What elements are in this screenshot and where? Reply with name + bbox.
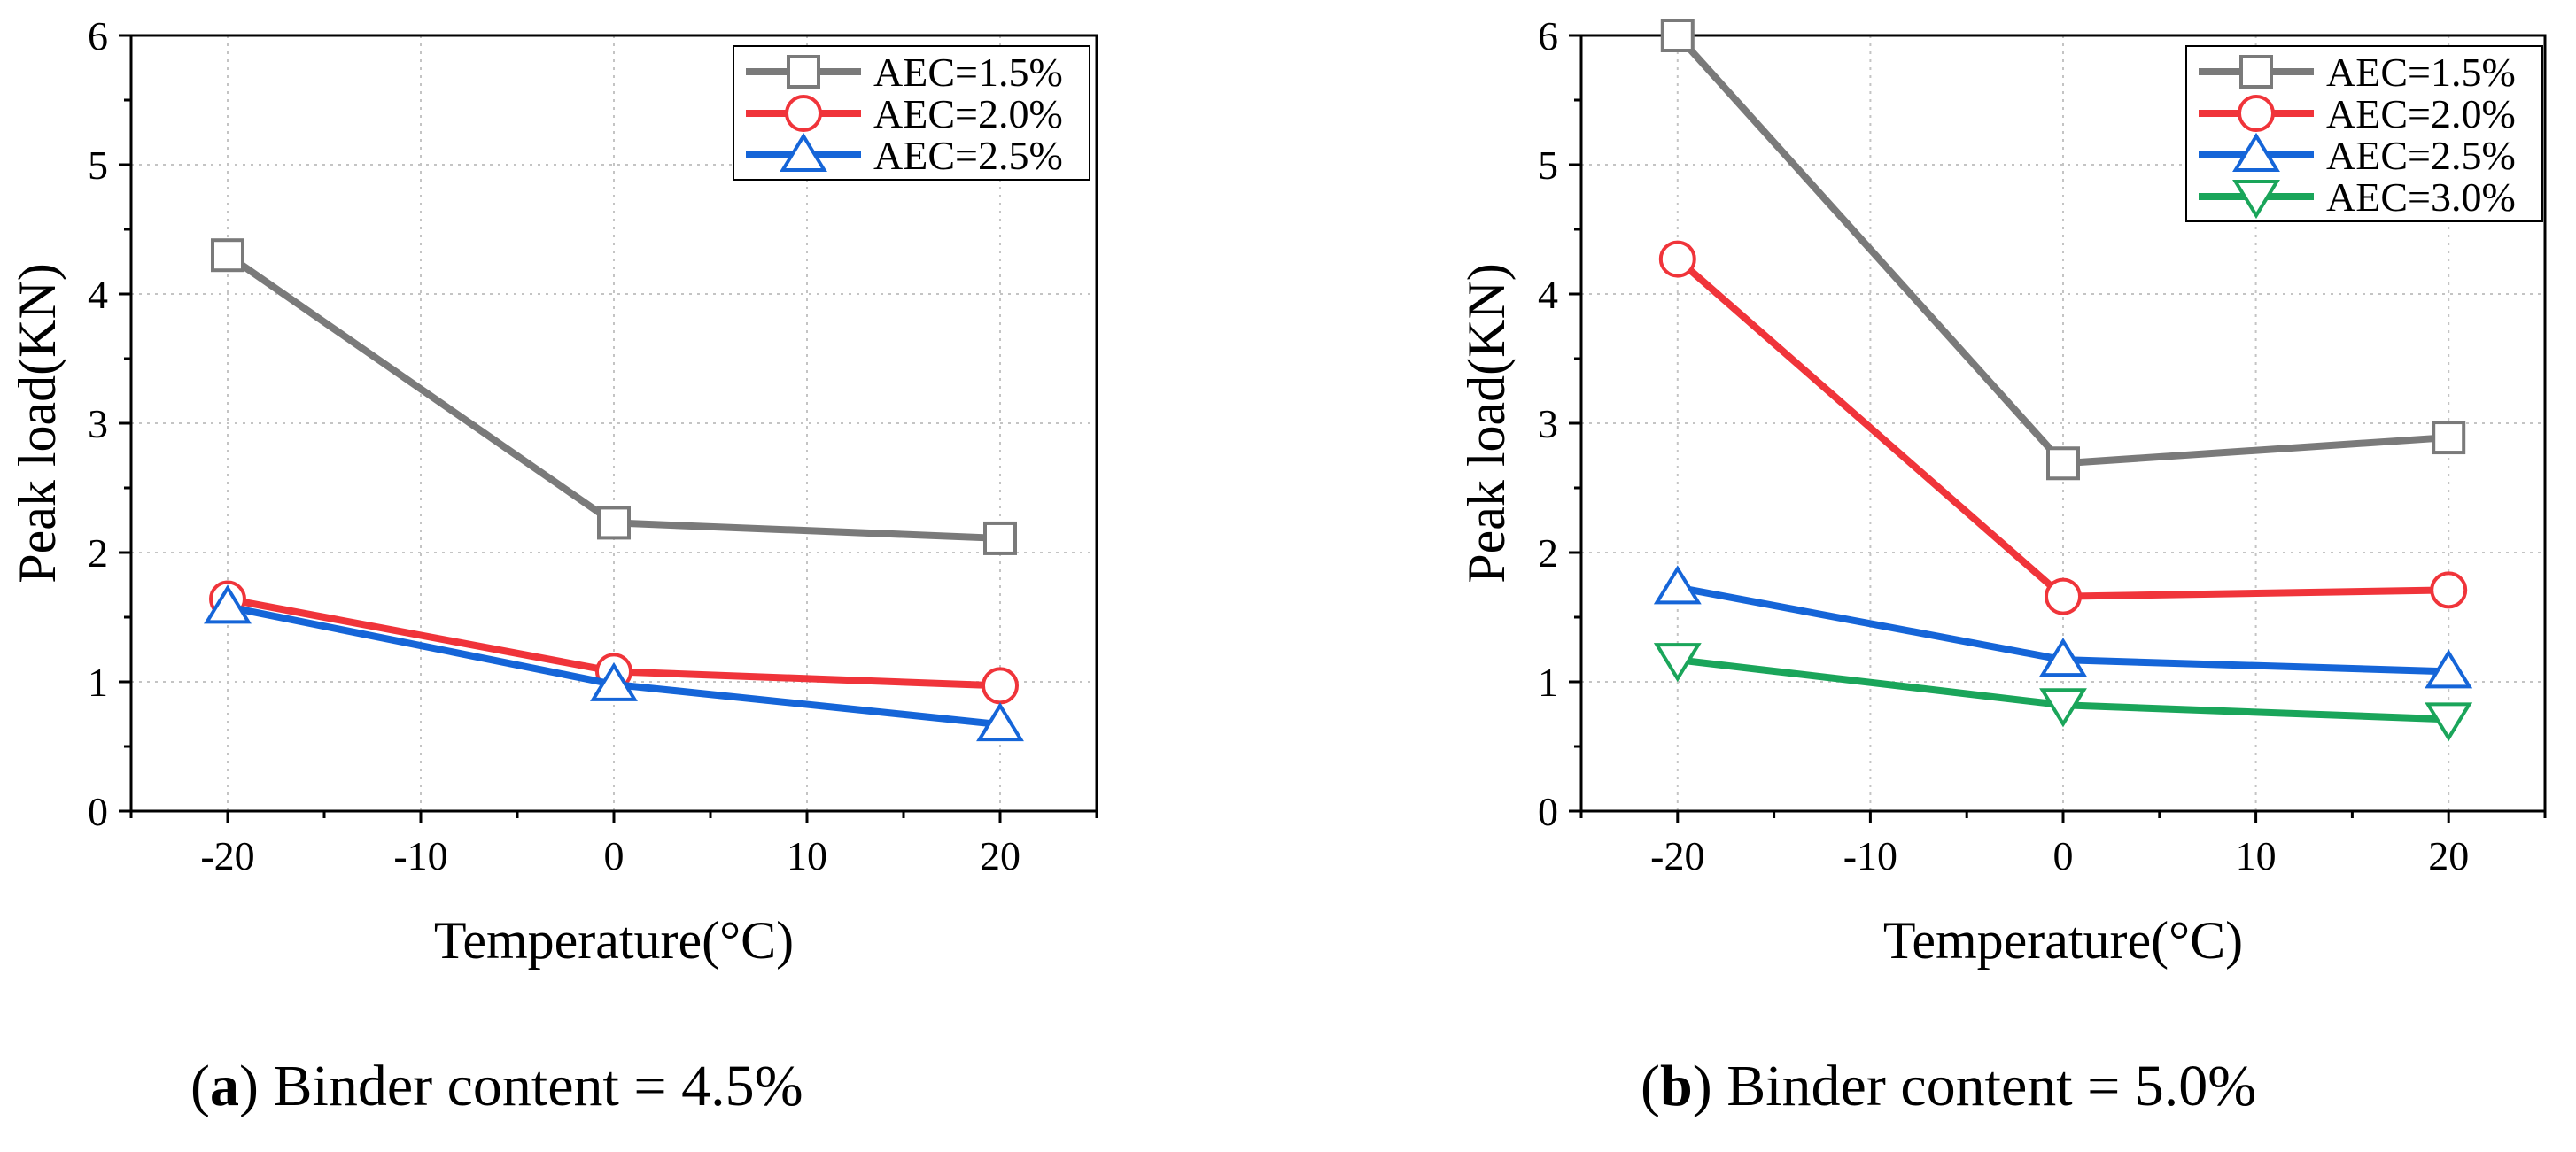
data-point [2425,702,2473,742]
y-tick-label: 6 [88,13,108,58]
y-tick-label: 3 [88,401,108,446]
caption-text: Binder content = 5.0% [1726,1054,2256,1118]
panel-caption: (b) Binder content = 5.0% [1641,1054,2256,1118]
data-point [1653,643,1702,683]
legend-item: AEC=1.5% [2199,50,2516,95]
legend-marker [2238,95,2275,132]
legend-label: AEC=2.0% [2326,91,2516,136]
x-tick-label: 20 [2428,833,2469,878]
data-point [2039,638,2087,677]
x-tick-label: 20 [980,833,1020,878]
legend: AEC=1.5%AEC=2.0%AEC=2.5% [733,45,1090,181]
data-point [983,521,1017,555]
data-point [2039,688,2087,728]
legend-item: AEC=2.5% [2199,132,2516,178]
series-1 [1660,19,2466,481]
data-point [2430,571,2468,609]
legend-label: AEC=2.5% [873,133,1063,178]
legend-item: AEC=1.5% [746,50,1063,95]
panel-b: -20 -10 0 10 20 0 1 2 3 4 5 6 Temperature(°C) Peak lo… [1457,13,2547,1118]
legend-item: AEC=2.5% [746,132,1063,178]
caption-close-paren: ) [1693,1054,1726,1118]
series-line [225,251,1001,542]
legend-marker [780,132,827,172]
data-point [597,506,631,540]
x-axis-title: Temperature(°C) [434,911,794,970]
y-tick-label: 4 [1538,272,1558,317]
caption-panel-label: a [210,1054,239,1118]
data-point [2425,649,2473,689]
data-point [982,667,1019,705]
caption-panel-label: b [1660,1054,1693,1118]
data-point [2432,421,2466,455]
caption-open-paren: ( [190,1054,210,1118]
data-point [1660,19,1695,52]
x-tick-label: 0 [604,833,625,878]
x-tick-label: 0 [2053,833,2074,878]
legend-label: AEC=3.0% [2326,174,2516,220]
legend-label: AEC=1.5% [2326,50,2516,95]
data-point [1653,565,1702,605]
legend-marker [787,55,820,89]
x-axis-title: Temperature(°C) [1883,911,2243,970]
y-tick-label: 3 [1538,401,1558,446]
data-point [590,661,638,701]
legend-marker [2239,55,2273,89]
y-tick-label: 5 [1538,143,1558,188]
caption-close-paren: ) [239,1054,273,1118]
data-point [1658,240,1696,278]
y-tick-label: 0 [88,789,108,834]
series-4 [1653,643,2473,742]
legend-item: AEC=2.0% [2199,91,2516,136]
data-point [2046,446,2080,481]
data-point [976,702,1024,742]
series-2 [1658,240,2468,615]
series-1 [211,238,1017,555]
data-point [2045,577,2082,615]
y-tick-label: 1 [1538,660,1558,705]
y-tick-label: 2 [88,530,108,576]
y-tick-label: 0 [1538,789,1558,834]
x-tick-label: 10 [2236,833,2277,878]
y-tick-label: 1 [88,660,108,705]
y-axis-title: Peak load(KN) [1457,263,1516,584]
y-axis-title: Peak load(KN) [8,263,66,584]
x-tick-label: -20 [1650,833,1704,878]
series-3 [204,584,1024,742]
y-tick-label: 5 [88,143,108,188]
caption-text: Binder content = 4.5% [273,1054,803,1118]
panel-a: -20 -10 0 10 20 0 1 2 3 4 5 6 Temperature(°C) Peak lo… [8,13,1098,1118]
legend-item: AEC=2.0% [746,91,1063,136]
data-point [204,584,252,624]
caption-open-paren: ( [1641,1054,1660,1118]
legend-marker [2232,132,2280,172]
x-tick-label: -10 [393,833,447,878]
y-tick-label: 4 [88,272,108,317]
legend: AEC=1.5%AEC=2.0%AEC=2.5%AEC=3.0% [2185,45,2543,222]
x-tick-label: -20 [200,833,254,878]
legend-label: AEC=2.5% [2326,133,2516,178]
legend-marker [785,95,822,132]
y-tick-label: 6 [1538,13,1558,58]
panel-caption: (a) Binder content = 4.5% [190,1054,803,1118]
data-point [211,238,244,273]
x-tick-label: -10 [1843,833,1897,878]
y-tick-label: 2 [1538,530,1558,576]
legend-label: AEC=2.0% [873,91,1063,136]
legend-item: AEC=3.0% [2199,174,2516,220]
x-tick-label: 10 [787,833,827,878]
legend-marker [2232,180,2280,220]
series-3 [1653,565,2473,689]
legend-label: AEC=1.5% [873,50,1063,95]
